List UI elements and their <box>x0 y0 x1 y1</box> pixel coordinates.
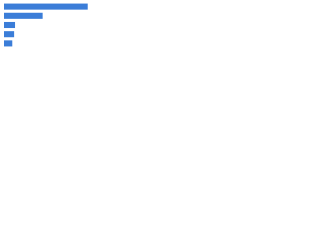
bar <box>4 3 88 10</box>
bar <box>4 12 43 19</box>
bar <box>4 31 15 38</box>
bar <box>4 40 13 47</box>
bar <box>4 21 16 29</box>
chart <box>4 3 88 47</box>
